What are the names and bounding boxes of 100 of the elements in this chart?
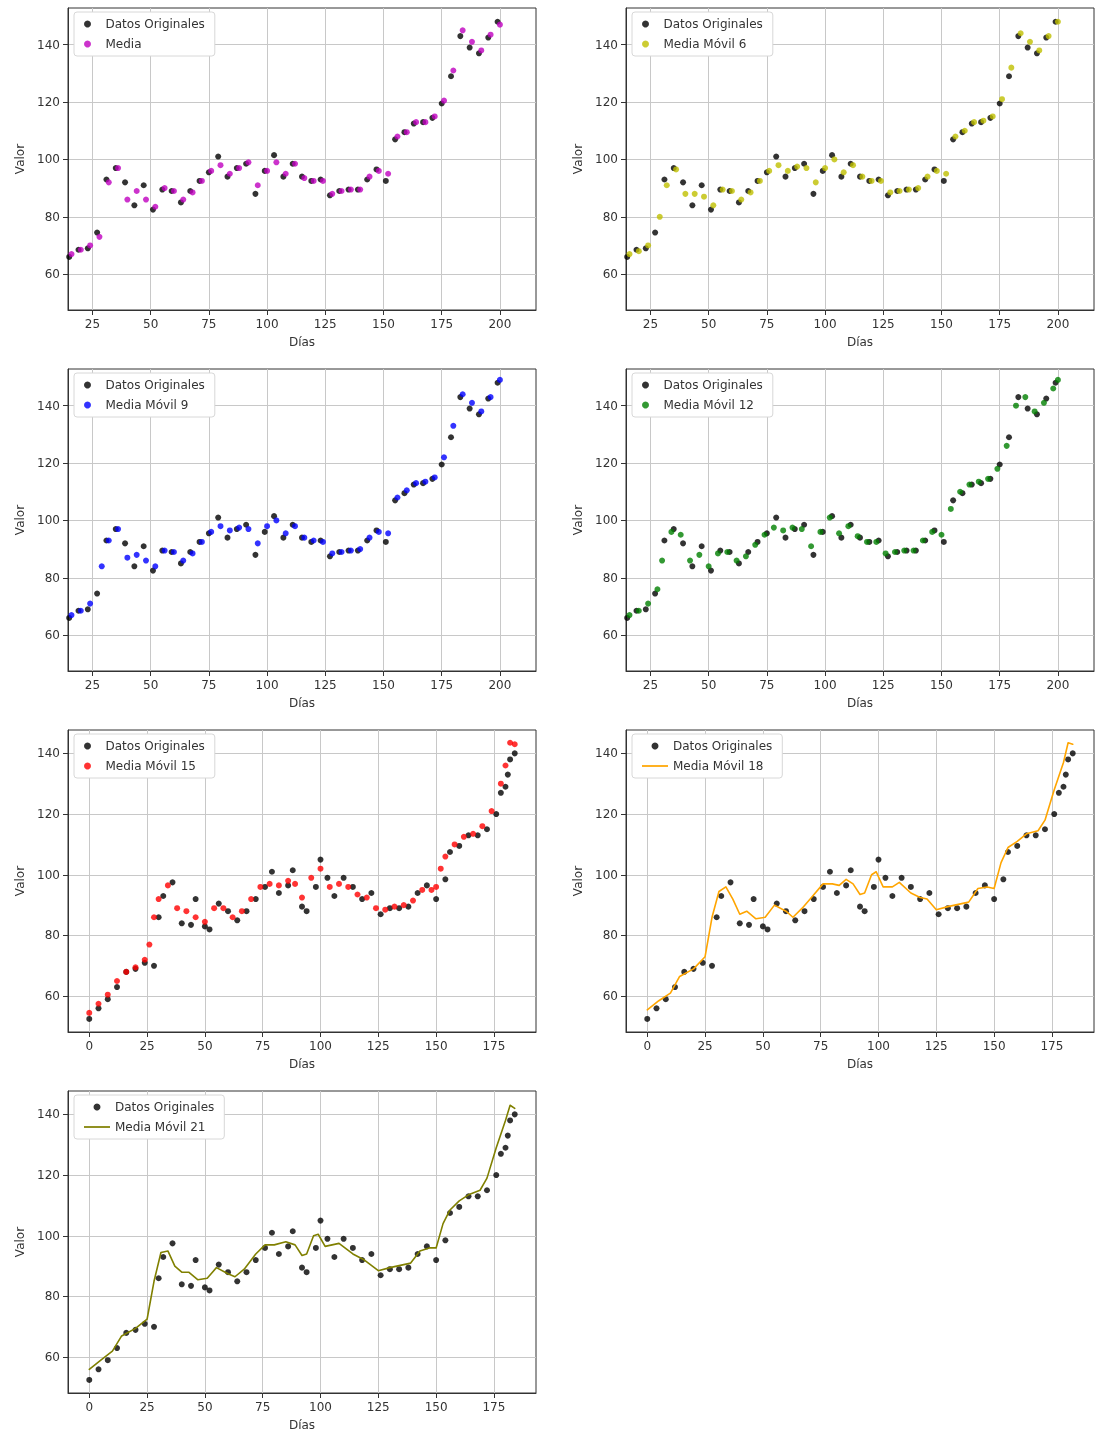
legend-label: Datos Originales — [663, 378, 763, 392]
y-tick-label: 80 — [602, 209, 618, 224]
x-tick-label: 100 — [813, 678, 837, 692]
legend-label: Media — [105, 37, 142, 51]
x-tick-label: 175 — [482, 1039, 506, 1053]
x-tick-label: 200 — [488, 317, 512, 331]
x-tick-label: 175 — [1040, 1039, 1064, 1053]
x-tick-label: 175 — [430, 317, 454, 331]
y-tick-label: 140 — [37, 1107, 60, 1122]
x-tick-label: 100 — [255, 678, 279, 692]
x-tick-label: 100 — [309, 1039, 332, 1053]
y-axis-title: Valor — [13, 1226, 28, 1258]
y-tick-label: 140 — [37, 37, 60, 52]
legend-label: Media Móvil 21 — [115, 1120, 206, 1134]
legend-label: Datos Originales — [105, 378, 205, 392]
y-tick-label: 120 — [595, 807, 618, 822]
x-tick-label: 175 — [430, 678, 454, 692]
x-tick-label: 125 — [871, 678, 895, 692]
y-axis-title: Valor — [571, 504, 586, 536]
y-tick-label: 100 — [37, 152, 60, 167]
x-tick-label: 25 — [642, 678, 659, 692]
y-tick-label: 80 — [602, 928, 618, 943]
y-axis-title: Valor — [13, 865, 28, 897]
legend-label: Datos Originales — [105, 17, 205, 31]
x-tick-label: 150 — [424, 1400, 448, 1414]
y-tick-label: 80 — [44, 570, 60, 585]
x-tick-label: 125 — [871, 317, 895, 331]
legend-label: Media Móvil 9 — [105, 398, 189, 412]
x-tick-label: 25 — [139, 1039, 155, 1053]
x-tick-label: 25 — [697, 1039, 713, 1053]
y-tick-label: 100 — [37, 867, 60, 882]
x-tick-label: 175 — [988, 678, 1012, 692]
y-tick-label: 120 — [37, 1168, 60, 1183]
x-tick-label: 75 — [813, 1039, 829, 1053]
y-tick-label: 140 — [595, 746, 618, 761]
legend-label: Datos Originales — [115, 1100, 215, 1114]
x-tick-label: 200 — [1046, 317, 1070, 331]
y-tick-label: 140 — [37, 746, 60, 761]
y-tick-label: 80 — [44, 1289, 60, 1304]
legend-label: Media Móvil 12 — [663, 398, 754, 412]
legend-label: Datos Originales — [663, 17, 763, 31]
x-tick-label: 75 — [759, 317, 775, 331]
y-tick-label: 60 — [602, 989, 618, 1004]
y-tick-label: 60 — [602, 267, 618, 282]
legend-label: Datos Originales — [673, 739, 773, 753]
y-tick-label: 80 — [44, 209, 60, 224]
x-axis-title: Días — [846, 335, 874, 349]
x-tick-label: 100 — [309, 1400, 332, 1414]
x-tick-label: 50 — [197, 1039, 213, 1053]
x-tick-label: 100 — [867, 1039, 890, 1053]
x-tick-label: 50 — [143, 317, 159, 331]
x-tick-label: 125 — [313, 317, 337, 331]
legend-label: Datos Originales — [105, 739, 205, 753]
x-tick-label: 125 — [924, 1039, 948, 1053]
x-axis-title: Días — [846, 1057, 874, 1071]
x-tick-label: 100 — [255, 317, 279, 331]
x-axis-title: Días — [288, 1418, 316, 1432]
y-tick-label: 80 — [602, 570, 618, 585]
y-axis-title: Valor — [571, 865, 586, 897]
y-tick-label: 140 — [595, 398, 618, 413]
y-tick-label: 60 — [44, 1350, 60, 1365]
legend-label: Media Móvil 15 — [105, 759, 196, 773]
x-tick-label: 150 — [424, 1039, 448, 1053]
x-tick-label: 25 — [642, 317, 659, 331]
x-tick-label: 50 — [755, 1039, 771, 1053]
y-tick-label: 100 — [595, 867, 618, 882]
y-axis-title: Valor — [13, 143, 28, 175]
y-tick-label: 100 — [595, 152, 618, 167]
y-tick-label: 80 — [44, 928, 60, 943]
x-tick-label: 50 — [143, 678, 159, 692]
x-tick-label: 50 — [197, 1400, 213, 1414]
y-tick-label: 140 — [595, 37, 618, 52]
x-tick-label: 150 — [372, 317, 395, 331]
x-tick-label: 200 — [1046, 678, 1070, 692]
legend-label: Media Móvil 6 — [663, 37, 747, 51]
x-tick-label: 0 — [643, 1039, 652, 1053]
y-tick-label: 60 — [44, 628, 60, 643]
x-tick-label: 75 — [201, 678, 217, 692]
y-tick-label: 60 — [602, 628, 618, 643]
x-tick-label: 25 — [84, 317, 101, 331]
y-tick-label: 120 — [595, 456, 618, 471]
x-tick-label: 150 — [930, 678, 953, 692]
x-tick-label: 150 — [930, 317, 953, 331]
y-tick-label: 100 — [37, 513, 60, 528]
y-tick-label: 120 — [595, 95, 618, 110]
x-tick-label: 175 — [988, 317, 1012, 331]
x-tick-label: 75 — [255, 1400, 271, 1414]
x-tick-label: 150 — [982, 1039, 1006, 1053]
x-tick-label: 200 — [488, 678, 512, 692]
x-tick-label: 25 — [139, 1400, 155, 1414]
y-tick-label: 100 — [37, 1228, 60, 1243]
y-tick-label: 120 — [37, 807, 60, 822]
x-tick-label: 50 — [701, 678, 717, 692]
x-axis-title: Días — [846, 696, 874, 710]
x-tick-label: 50 — [701, 317, 717, 331]
x-tick-label: 75 — [201, 317, 217, 331]
x-tick-label: 75 — [255, 1039, 271, 1053]
legend-label: Media Móvil 18 — [673, 759, 764, 773]
x-tick-label: 0 — [85, 1400, 94, 1414]
x-tick-label: 150 — [372, 678, 395, 692]
